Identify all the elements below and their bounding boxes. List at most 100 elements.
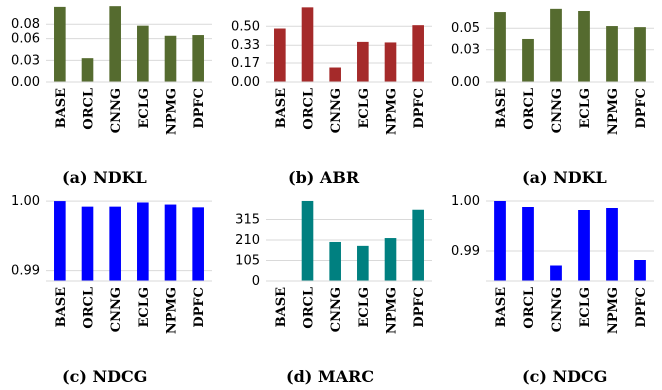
- bar-orcl: [522, 207, 534, 281]
- x-tick-label: BASE: [274, 88, 289, 128]
- bar-orcl: [301, 7, 314, 82]
- x-tick-label: BASE: [274, 287, 289, 327]
- y-tick-label: 0.00: [231, 75, 260, 90]
- x-tick-label: CNNG: [550, 287, 565, 332]
- y-tick-label: 0.06: [11, 32, 40, 47]
- chart-panel-5: 0 105 210 315 BASE ORCL CNNG ECLG NPMG DPFC (d) M…: [220, 195, 440, 390]
- chart-6-caption: (c) NDCG: [522, 367, 608, 386]
- y-tick-label: 0: [252, 274, 260, 289]
- bar-eclg: [578, 210, 590, 281]
- y-tick-label: 0.05: [451, 21, 480, 36]
- x-tick-label: NPMG: [606, 287, 621, 334]
- x-tick-label: DPFC: [634, 88, 649, 129]
- bar-orcl: [81, 58, 94, 82]
- bar-cnng: [329, 67, 341, 82]
- bar-dpfc: [634, 27, 646, 82]
- bar-dpfc: [192, 207, 204, 281]
- bar-cnng: [329, 241, 341, 281]
- x-tick-label: CNNG: [329, 287, 344, 332]
- bar-base: [54, 6, 66, 83]
- x-tick-label: BASE: [494, 88, 509, 128]
- chart-2-svg: 0.00 0.17 0.33 0.50 BASE ORCL CNNG ECLG NPMG DPFC: [231, 7, 432, 135]
- x-tick-label: DPFC: [412, 88, 427, 129]
- chart-5-caption: (d) MARC: [286, 367, 375, 386]
- bar-eclg: [137, 25, 149, 83]
- chart-6-svg: 0.99 1.00 BASE ORCL CNNG ECLG NPMG DPFC: [451, 194, 654, 334]
- x-tick-label: CNNG: [329, 88, 344, 133]
- bar-cnng: [550, 8, 562, 83]
- y-tick-label: 105: [235, 254, 260, 269]
- bar-orcl: [81, 206, 94, 281]
- chart-4-svg: 0.99 1.00 BASE ORCL CNNG ECLG NPMG DPFC: [11, 194, 212, 334]
- y-tick-label: 1.00: [11, 194, 40, 209]
- x-tick-label: DPFC: [412, 287, 427, 328]
- y-tick-label: 0.00: [451, 75, 480, 90]
- x-tick-label: CNNG: [550, 88, 565, 133]
- y-tick-label: 0.99: [11, 264, 40, 279]
- bar-cnng: [109, 206, 121, 281]
- x-tick-label: ORCL: [522, 88, 537, 130]
- y-tick-label: 0.03: [451, 43, 480, 58]
- x-tick-label: ORCL: [82, 88, 97, 130]
- x-tick-label: ORCL: [82, 287, 97, 329]
- y-tick-label: 210: [235, 233, 260, 248]
- bar-npmg: [606, 26, 618, 82]
- x-tick-label: DPFC: [192, 88, 207, 129]
- y-tick-label: 0.00: [11, 75, 40, 90]
- bar-dpfc: [412, 25, 424, 82]
- chart-1-svg: 0.00 0.03 0.060.08 BASE ORCL CNNG ECLG NPMG DPFC: [11, 6, 212, 135]
- chart-5-svg: 0 105 210 315 BASE ORCL CNNG ECLG NPMG DPFC: [235, 200, 432, 334]
- y-tick-label: 0.50: [231, 19, 260, 34]
- x-tick-label: CNNG: [109, 287, 124, 332]
- x-tick-label: BASE: [54, 287, 69, 327]
- y-tick-label: 0.03: [11, 53, 40, 68]
- chart-2-caption: (b) ABR: [288, 168, 360, 187]
- x-tick-label: CNNG: [109, 88, 124, 133]
- bar-eclg: [578, 10, 590, 82]
- x-tick-label: ECLG: [578, 88, 593, 129]
- x-tick-label: BASE: [494, 287, 509, 327]
- bar-cnng: [109, 6, 121, 83]
- x-tick-label: NPMG: [165, 88, 180, 135]
- bar-npmg: [384, 238, 397, 281]
- chart-3-svg: 0.00 0.03 0.05 BASE ORCL CNNG ECLG NPMG DPFC: [451, 8, 654, 135]
- bar-base: [494, 12, 506, 82]
- x-tick-label: NPMG: [385, 287, 400, 334]
- chart-panel-2: 0.00 0.17 0.33 0.50 BASE ORCL CNNG ECLG NPMG DPFC…: [220, 0, 440, 195]
- y-tick-label: 0.17: [231, 56, 260, 71]
- chart-1-caption: (a) NDKL: [62, 168, 147, 187]
- chart-panel-4: 0.99 1.00 BASE ORCL CNNG ECLG NPMG DPFC (c) NDC…: [0, 194, 220, 390]
- y-tick-label: 0.08: [11, 17, 40, 32]
- x-tick-label: ORCL: [302, 88, 317, 130]
- y-tick-label: 0.99: [451, 244, 480, 259]
- x-tick-label: NPMG: [606, 88, 621, 135]
- x-tick-label: ECLG: [137, 88, 152, 129]
- bar-orcl: [301, 200, 314, 281]
- chart-4-caption: (c) NDCG: [62, 367, 148, 386]
- x-tick-label: DPFC: [192, 287, 207, 328]
- chart-panel-1: 0.00 0.03 0.06 0.08 BASE ORCL CNNG ECLG NPMG DPFC…: [0, 0, 220, 195]
- x-tick-label: DPFC: [634, 287, 649, 328]
- bar-eclg: [357, 245, 369, 281]
- bar-base: [274, 28, 286, 82]
- bar-dpfc: [634, 260, 646, 281]
- y-tick-label: 1.00: [451, 194, 480, 209]
- x-tick-label: ECLG: [357, 287, 372, 328]
- bar-dpfc: [412, 209, 424, 281]
- bar-orcl: [522, 38, 534, 82]
- bar-eclg: [357, 41, 369, 82]
- bar-npmg: [606, 208, 618, 281]
- bar-dpfc: [192, 35, 204, 82]
- bar-npmg: [164, 35, 177, 82]
- chart-panel-6: 0.99 1.00 BASE ORCL CNNG ECLG NPMG DPFC (c) NDC…: [440, 194, 662, 390]
- bar-base: [494, 201, 506, 281]
- bar-cnng: [550, 265, 562, 281]
- x-tick-label: ORCL: [302, 287, 317, 329]
- y-tick-label: 315: [235, 213, 260, 228]
- x-tick-label: ECLG: [357, 88, 372, 129]
- x-tick-label: NPMG: [385, 88, 400, 135]
- y-tick-label: 0.33: [231, 38, 260, 53]
- bar-eclg: [137, 202, 149, 281]
- chart-3-caption: (a) NDKL: [522, 168, 607, 187]
- x-tick-label: ECLG: [578, 287, 593, 328]
